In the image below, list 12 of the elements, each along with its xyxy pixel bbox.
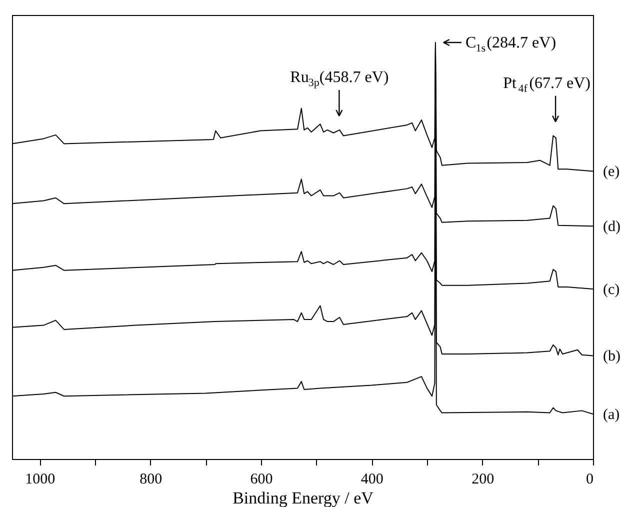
series-label: (b) <box>603 348 620 365</box>
series-label: (c) <box>603 282 620 298</box>
x-tick-label: 400 <box>360 472 384 488</box>
x-tick-label: 200 <box>472 472 494 488</box>
x-tick-label: 0 <box>586 472 594 488</box>
x-tick-label: 1000 <box>25 472 56 488</box>
x-axis-title: Binding Energy / eV <box>232 488 374 507</box>
x-tick-label: 800 <box>140 472 162 488</box>
series-label: (e) <box>603 164 620 180</box>
x-tick-label: 600 <box>250 472 273 488</box>
series-label: (a) <box>603 407 620 424</box>
series-label: (d) <box>603 219 620 236</box>
